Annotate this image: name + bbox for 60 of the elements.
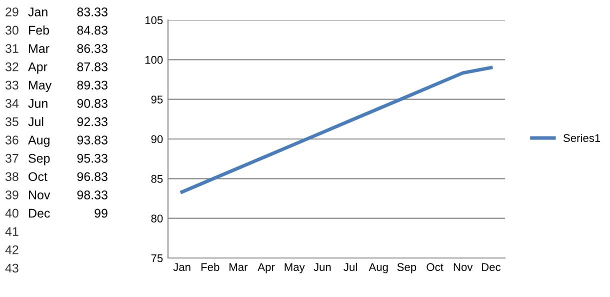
- x-tick-label: Jun: [314, 263, 331, 272]
- y-tick-label: 105: [145, 16, 163, 24]
- text: 35: [5, 117, 18, 126]
- text: 38: [5, 172, 18, 182]
- text: 86.33: [77, 44, 108, 53]
- text: 30: [5, 26, 18, 35]
- x-tick-label: Sep: [397, 263, 416, 274]
- text: 87.83: [77, 62, 108, 72]
- x-tick-label: Jul: [344, 262, 357, 272]
- text: 99: [94, 208, 108, 218]
- text: 84.83: [77, 26, 108, 35]
- x-tick-label: Aug: [368, 263, 388, 274]
- text: 96.83: [77, 172, 108, 182]
- text: Jun: [28, 99, 48, 108]
- x-tick-label: Feb: [201, 262, 220, 272]
- text: 41: [5, 227, 18, 236]
- text: Apr: [28, 62, 48, 74]
- text: 34: [5, 99, 19, 108]
- text: 42: [5, 245, 18, 254]
- text: 32: [5, 62, 18, 72]
- text: Dec: [29, 208, 50, 218]
- x-tick-label: Jan: [173, 263, 190, 272]
- text: Oct: [28, 172, 48, 182]
- text: 93.83: [77, 136, 108, 144]
- x-tick-label: Apr: [258, 263, 275, 274]
- text: 40: [5, 208, 18, 218]
- text: May: [29, 80, 52, 92]
- x-tick-label: Oct: [426, 263, 444, 272]
- text: 83.33: [77, 8, 108, 16]
- text: 43: [5, 264, 18, 273]
- text: 89.33: [77, 80, 108, 90]
- text: 37: [5, 154, 18, 163]
- y-tick-label: 80: [151, 214, 163, 222]
- text: 98.33: [77, 190, 108, 200]
- text: 39: [5, 190, 18, 200]
- y-tick-label: 100: [145, 56, 163, 64]
- text: 95.33: [77, 154, 108, 163]
- text: 29: [6, 8, 18, 16]
- x-tick-label: Nov: [454, 263, 473, 272]
- text: Mar: [29, 44, 50, 53]
- text: Sep: [28, 154, 50, 166]
- text: 31: [5, 44, 18, 53]
- y-tick-label: 75: [151, 254, 163, 262]
- text: 92.33: [77, 117, 108, 126]
- y-tick-label: 85: [151, 174, 163, 183]
- text: Aug: [28, 136, 50, 147]
- x-tick-label: Mar: [230, 263, 248, 272]
- y-tick-label: 95: [151, 96, 163, 104]
- text: Nov: [29, 190, 50, 200]
- text: Jul: [28, 116, 44, 126]
- y-tick-label: 90: [151, 135, 163, 144]
- text: 90.83: [77, 99, 108, 108]
- text: Jan: [28, 8, 48, 16]
- line-series: [180, 66, 493, 194]
- legend-label: Series1: [563, 134, 600, 142]
- text: 33: [5, 80, 18, 90]
- x-tick-label: Dec: [482, 263, 501, 272]
- text: Feb: [29, 25, 50, 35]
- text: 36: [5, 136, 18, 144]
- x-tick-label: May: [284, 263, 305, 274]
